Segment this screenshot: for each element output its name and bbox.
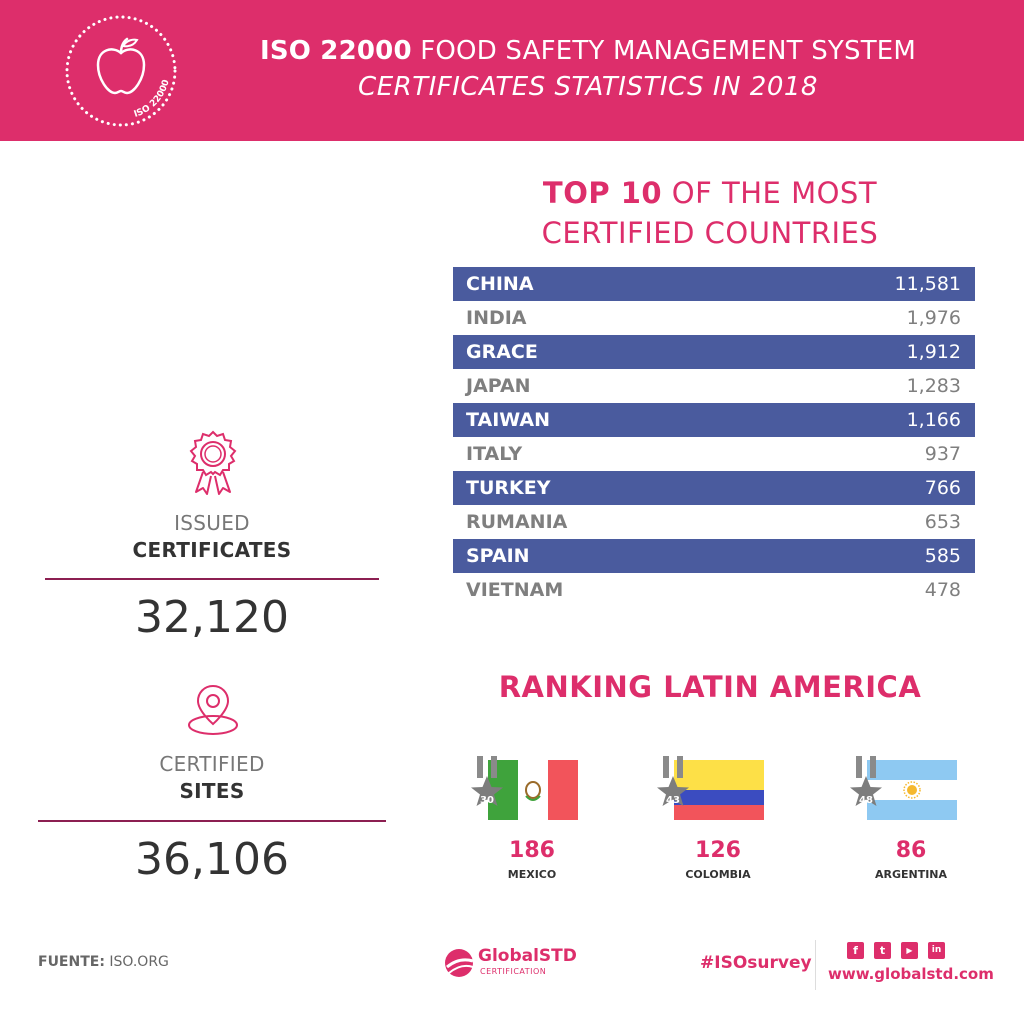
country-value: 653 — [924, 511, 961, 533]
linkedin-icon[interactable]: in — [928, 942, 945, 959]
latam-country-argentina: 48 86 ARGENTINA — [836, 748, 986, 888]
country-name: VIETNAM — [466, 579, 564, 601]
country-value: 11,581 — [894, 273, 961, 295]
brand-sub: CERTIFICATION — [480, 967, 547, 976]
source-label: FUENTE: — [38, 954, 105, 970]
certificates-divider — [45, 578, 379, 580]
rank-number: 30 — [480, 795, 494, 806]
globalstd-logo-icon — [445, 949, 474, 977]
table-row: JAPAN 1,283 — [453, 369, 975, 403]
country-name: COLOMBIA — [685, 868, 751, 881]
table-row: VIETNAM 478 — [453, 573, 975, 607]
country-name: TURKEY — [466, 477, 551, 499]
iso-apple-badge-icon: ISO 22000 — [65, 15, 177, 127]
sites-value: 36,106 — [135, 834, 289, 885]
social-links: f t ▶ in — [847, 942, 945, 959]
country-name: INDIA — [466, 307, 527, 329]
top10-table: CHINA 11,581 INDIA 1,976 GRACE 1,912 JAPAN 1… — [453, 267, 975, 607]
mexico-flag-icon — [488, 760, 578, 820]
latam-country-mexico: 30 186 MEXICO — [457, 748, 607, 888]
rank-number: 48 — [859, 795, 873, 806]
country-name: MEXICO — [507, 868, 557, 881]
top10-title-line2: CERTIFIED COUNTRIES — [541, 216, 879, 250]
country-name: ITALY — [466, 443, 523, 465]
country-name: CHINA — [466, 273, 534, 295]
youtube-icon[interactable]: ▶ — [901, 942, 918, 959]
certificates-label-2: CERTIFICATES — [132, 538, 292, 562]
country-name: ARGENTINA — [874, 868, 948, 881]
website-link[interactable]: www.globalstd.com — [828, 965, 994, 983]
rank-number: 43 — [666, 795, 680, 806]
header-title-rest: FOOD SAFETY MANAGEMENT SYSTEM — [411, 36, 917, 66]
country-value: 937 — [924, 443, 961, 465]
top10-title-bold: TOP 10 — [542, 176, 663, 210]
latam-title: RANKING LATIN AMERICA — [498, 670, 922, 704]
country-value: 766 — [924, 477, 961, 499]
brand-name: GlobalSTD — [478, 946, 577, 966]
country-name: GRACE — [466, 341, 538, 363]
country-name: RUMANIA — [466, 511, 568, 533]
table-row: INDIA 1,976 — [453, 301, 975, 335]
country-value: 126 — [695, 838, 741, 863]
country-value: 1,912 — [906, 341, 961, 363]
argentina-flag-icon — [867, 760, 957, 820]
header-title: ISO 22000 FOOD SAFETY MANAGEMENT SYSTEM — [200, 36, 976, 66]
country-name: TAIWAN — [466, 409, 550, 431]
table-row: TURKEY 766 — [453, 471, 975, 505]
table-row: GRACE 1,912 — [453, 335, 975, 369]
rank-medal-icon — [850, 756, 882, 806]
facebook-icon[interactable]: f — [847, 942, 864, 959]
globalstd-logo[interactable]: GlobalSTD CERTIFICATION — [443, 943, 593, 983]
rank-medal-icon — [657, 756, 689, 806]
country-value: 478 — [924, 579, 961, 601]
location-pin-icon — [188, 684, 238, 735]
country-name: SPAIN — [466, 545, 530, 567]
country-value: 1,283 — [906, 375, 961, 397]
header-banner: ISO 22000 ISO 22000 FOOD SAFETY MANAGEME… — [0, 0, 1024, 141]
rank-medal-icon — [471, 756, 503, 806]
header-title-bold: ISO 22000 — [259, 36, 412, 66]
sites-label-1: CERTIFIED — [159, 752, 265, 776]
footer-divider — [815, 940, 816, 990]
table-row: CHINA 11,581 — [453, 267, 975, 301]
sites-divider — [38, 820, 386, 822]
certificates-value: 32,120 — [135, 592, 289, 643]
colombia-flag-icon — [674, 760, 764, 820]
sites-label-2: SITES — [179, 779, 245, 803]
country-value: 86 — [895, 838, 927, 863]
twitter-icon[interactable]: t — [874, 942, 891, 959]
latam-country-colombia: 43 126 COLOMBIA — [643, 748, 793, 888]
footer-source: FUENTE: ISO.ORG — [38, 954, 169, 970]
certificates-label-1: ISSUED — [174, 511, 250, 535]
top10-title: TOP 10 OF THE MOST CERTIFIED COUNTRIES — [450, 173, 970, 253]
table-row: RUMANIA 653 — [453, 505, 975, 539]
award-ribbon-icon — [189, 430, 237, 495]
country-value: 1,976 — [906, 307, 961, 329]
table-row: TAIWAN 1,166 — [453, 403, 975, 437]
country-name: JAPAN — [466, 375, 531, 397]
country-value: 186 — [509, 838, 555, 863]
table-row: SPAIN 585 — [453, 539, 975, 573]
hashtag[interactable]: #ISOsurvey — [700, 953, 812, 973]
top10-title-rest: OF THE MOST — [662, 176, 878, 210]
source-value: ISO.ORG — [104, 954, 169, 970]
country-value: 585 — [924, 545, 961, 567]
header-subtitle: CERTIFICATES STATISTICS IN 2018 — [358, 72, 818, 102]
table-row: ITALY 937 — [453, 437, 975, 471]
country-value: 1,166 — [906, 409, 961, 431]
